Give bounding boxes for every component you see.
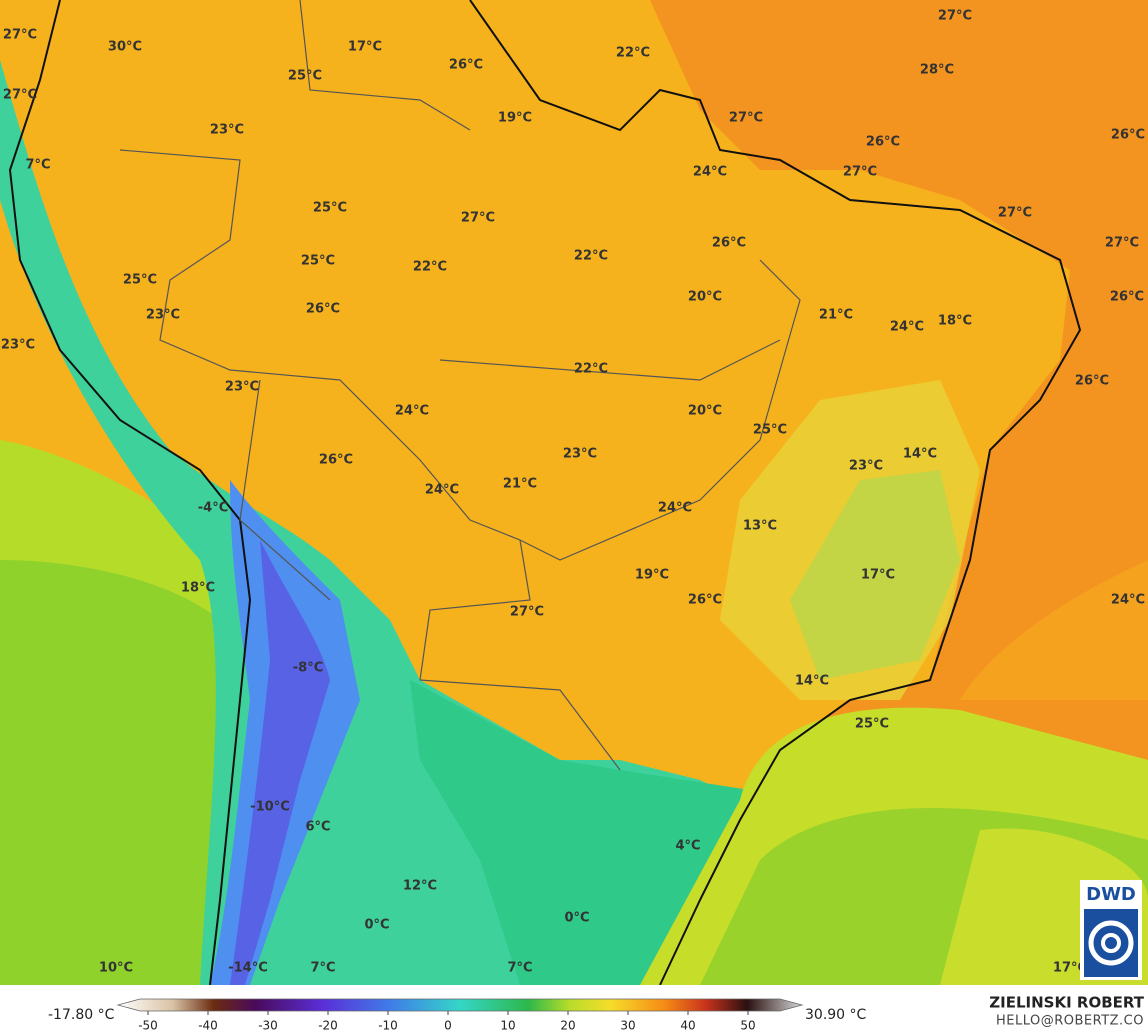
colorbar-tick-label: 0 bbox=[444, 1019, 452, 1033]
temperature-label: 17°C bbox=[1053, 961, 1087, 976]
temperature-label: 23°C bbox=[849, 459, 883, 474]
temperature-label: 30°C bbox=[108, 40, 142, 55]
credit-email: HELLO@ROBERTZ.CO bbox=[996, 1014, 1144, 1029]
colorbar-tick-label: 20 bbox=[560, 1019, 575, 1033]
temperature-label: 14°C bbox=[795, 674, 829, 689]
temperature-label: 23°C bbox=[146, 308, 180, 323]
temperature-label: 18°C bbox=[181, 581, 215, 596]
temperature-label: 26°C bbox=[1075, 374, 1109, 389]
colorbar-tick-label: -20 bbox=[318, 1019, 338, 1033]
temperature-label: 24°C bbox=[425, 483, 459, 498]
temperature-label: 12°C bbox=[403, 879, 437, 894]
temperature-label: 7°C bbox=[310, 961, 335, 976]
temperature-label: 26°C bbox=[1110, 290, 1144, 305]
temperature-label: 19°C bbox=[498, 111, 532, 126]
temperature-label: 25°C bbox=[123, 273, 157, 288]
temperature-label: 26°C bbox=[866, 135, 900, 150]
temperature-label: 24°C bbox=[693, 165, 727, 180]
temperature-label: 24°C bbox=[1111, 593, 1145, 608]
temperature-label: 0°C bbox=[364, 918, 389, 933]
temperature-label: 25°C bbox=[855, 717, 889, 732]
temperature-label: 27°C bbox=[843, 165, 877, 180]
temperature-label: 25°C bbox=[301, 254, 335, 269]
temperature-label: 26°C bbox=[449, 58, 483, 73]
temperature-label: 27°C bbox=[461, 211, 495, 226]
temperature-label: 27°C bbox=[3, 28, 37, 43]
temperature-label: 25°C bbox=[288, 69, 322, 84]
temperature-label: 23°C bbox=[563, 447, 597, 462]
temperature-label: -10°C bbox=[250, 800, 290, 815]
temperature-label: 28°C bbox=[920, 63, 954, 78]
colorbar-tick-label: 50 bbox=[740, 1019, 755, 1033]
temperature-label: -4°C bbox=[198, 501, 228, 516]
temperature-label: 27°C bbox=[510, 605, 544, 620]
logo-text: DWD bbox=[1086, 884, 1136, 905]
temperature-label: 10°C bbox=[99, 961, 133, 976]
temperature-label: 0°C bbox=[564, 911, 589, 926]
temperature-label: 26°C bbox=[712, 236, 746, 251]
temperature-label: 21°C bbox=[503, 477, 537, 492]
temperature-label: 22°C bbox=[574, 362, 608, 377]
colorbar-tick-label: 10 bbox=[500, 1019, 515, 1033]
temperature-label: 23°C bbox=[210, 123, 244, 138]
temperature-label: 6°C bbox=[305, 820, 330, 835]
map-background bbox=[0, 0, 1148, 985]
temperature-label: 27°C bbox=[729, 111, 763, 126]
temperature-label: 24°C bbox=[658, 501, 692, 516]
temperature-label: 20°C bbox=[688, 404, 722, 419]
colorbar-min: -17.80 °C bbox=[48, 1007, 115, 1023]
temperature-label: 7°C bbox=[507, 961, 532, 976]
temperature-label: 19°C bbox=[635, 568, 669, 583]
colorbar-tick-label: -30 bbox=[258, 1019, 278, 1033]
colorbar-ticks: -50 -40 -30 -20 -10 0 10 20 30 40 50 bbox=[138, 1011, 756, 1033]
temperature-label: 27°C bbox=[3, 88, 37, 103]
temperature-label: -8°C bbox=[293, 661, 323, 676]
temperature-label: 26°C bbox=[306, 302, 340, 317]
logo-swirl bbox=[1088, 920, 1134, 966]
temperature-label: -14°C bbox=[228, 961, 268, 976]
temperature-label: 4°C bbox=[675, 839, 700, 854]
temperature-label: 24°C bbox=[395, 404, 429, 419]
temperature-label: 20°C bbox=[688, 290, 722, 305]
temperature-label: 17°C bbox=[348, 40, 382, 55]
temperature-label: 22°C bbox=[413, 260, 447, 275]
temperature-label: 25°C bbox=[313, 201, 347, 216]
temperature-label: 18°C bbox=[938, 314, 972, 329]
coastline bbox=[8, 0, 1082, 986]
temperature-label: 23°C bbox=[1, 338, 35, 353]
temperature-label: 25°C bbox=[753, 423, 787, 438]
temperature-label: 21°C bbox=[819, 308, 853, 323]
temperature-label: 13°C bbox=[743, 519, 777, 534]
temperature-label: 22°C bbox=[616, 46, 650, 61]
temperature-label: 26°C bbox=[319, 453, 353, 468]
colorbar-tick-label: 40 bbox=[680, 1019, 695, 1033]
temperature-label: 26°C bbox=[688, 593, 722, 608]
borders bbox=[119, 0, 801, 771]
colorbar-max: 30.90 °C bbox=[805, 1007, 867, 1023]
colorbar-tick-label: 30 bbox=[620, 1019, 635, 1033]
temperature-label: 23°C bbox=[225, 380, 259, 395]
temperature-label: 26°C bbox=[1111, 128, 1145, 143]
temperature-label: 7°C bbox=[25, 158, 50, 173]
temperature-labels: 27°C 30°C 17°C 26°C 22°C 27°C 28°C 27°C 25°C 23°C… bbox=[1, 9, 1145, 976]
temperature-label: 24°C bbox=[890, 320, 924, 335]
colorbar-tick-label: -40 bbox=[198, 1019, 218, 1033]
temperature-label: 22°C bbox=[574, 249, 608, 264]
temperature-label: 27°C bbox=[938, 9, 972, 24]
colorbar-tick-label: -50 bbox=[138, 1019, 158, 1033]
colorbar-tick-label: -10 bbox=[378, 1019, 398, 1033]
temperature-label: 17°C bbox=[861, 568, 895, 583]
credit-author: ZIELINSKI ROBERT bbox=[989, 994, 1144, 1012]
temperature-label: 27°C bbox=[1105, 236, 1139, 251]
temperature-label: 27°C bbox=[998, 206, 1032, 221]
colorbar bbox=[116, 998, 804, 1012]
temperature-label: 14°C bbox=[903, 447, 937, 462]
logo-swirl bbox=[1101, 933, 1121, 953]
